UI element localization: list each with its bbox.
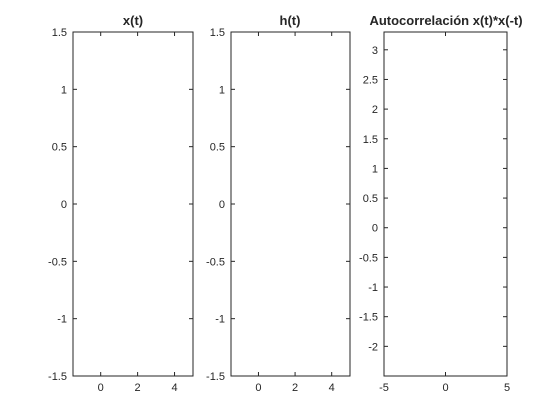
- y-tick-label: -1: [57, 314, 67, 326]
- x-tick-label: 0: [442, 382, 448, 394]
- x-tick-label: 4: [171, 382, 177, 394]
- y-tick-label: 1: [61, 84, 67, 96]
- x-tick-label: 2: [292, 382, 298, 394]
- y-tick-label: -1.5: [359, 312, 378, 324]
- subplot-x-t: x(t) 0 2 4 -1.5 -1 -0.5 0 0.5 1 1.5: [48, 13, 194, 394]
- y-tick-label: 0.5: [210, 142, 225, 154]
- y-tick-label: -1: [368, 282, 378, 294]
- y-tick-label: -0.5: [359, 252, 378, 264]
- subplot-autocorrelation-title: Autocorrelación x(t)*x(-t): [369, 13, 522, 28]
- y-tick-label: -0.5: [48, 256, 67, 268]
- subplot-autocorrelation: Autocorrelación x(t)*x(-t) -5 0 5 -2 -1.5 -1 -…: [359, 13, 523, 394]
- y-tick-label: 1: [219, 84, 225, 96]
- y-tick-label: 0: [61, 199, 67, 211]
- x-tick-label: 5: [504, 382, 510, 394]
- x-tick-label: 2: [135, 382, 141, 394]
- axes-box: [230, 31, 351, 377]
- x-tick-label: -5: [379, 382, 389, 394]
- subplot-h-t-title: h(t): [280, 13, 301, 28]
- y-tick-label: -2: [368, 341, 378, 353]
- y-tick-label: 1: [372, 163, 378, 175]
- y-tick-label: -1.5: [206, 371, 225, 383]
- y-tick-label: 1.5: [363, 134, 378, 146]
- y-tick-label: -1: [215, 314, 225, 326]
- y-tick-label: -1.5: [48, 371, 67, 383]
- y-tick-label: 3: [372, 45, 378, 57]
- x-tick-label: 4: [329, 382, 335, 394]
- subplot-h-t: h(t) 0 2 4 -1.5 -1 -0.5 0 0.5 1 1.5: [206, 13, 351, 394]
- y-tick-label: 1.5: [52, 27, 67, 39]
- y-tick-label: -0.5: [206, 256, 225, 268]
- axes-box: [72, 31, 194, 377]
- subplot-x-t-title: x(t): [123, 13, 143, 28]
- y-tick-label: 1.5: [210, 27, 225, 39]
- y-tick-label: 2: [372, 104, 378, 116]
- y-tick-label: 2.5: [363, 74, 378, 86]
- x-tick-label: 0: [255, 382, 261, 394]
- y-tick-label: 0.5: [363, 193, 378, 205]
- x-tick-label: 0: [98, 382, 104, 394]
- y-tick-label: 0: [372, 223, 378, 235]
- y-tick-label: 0.5: [52, 142, 67, 154]
- axes-box: [383, 31, 508, 377]
- y-tick-label: 0: [219, 199, 225, 211]
